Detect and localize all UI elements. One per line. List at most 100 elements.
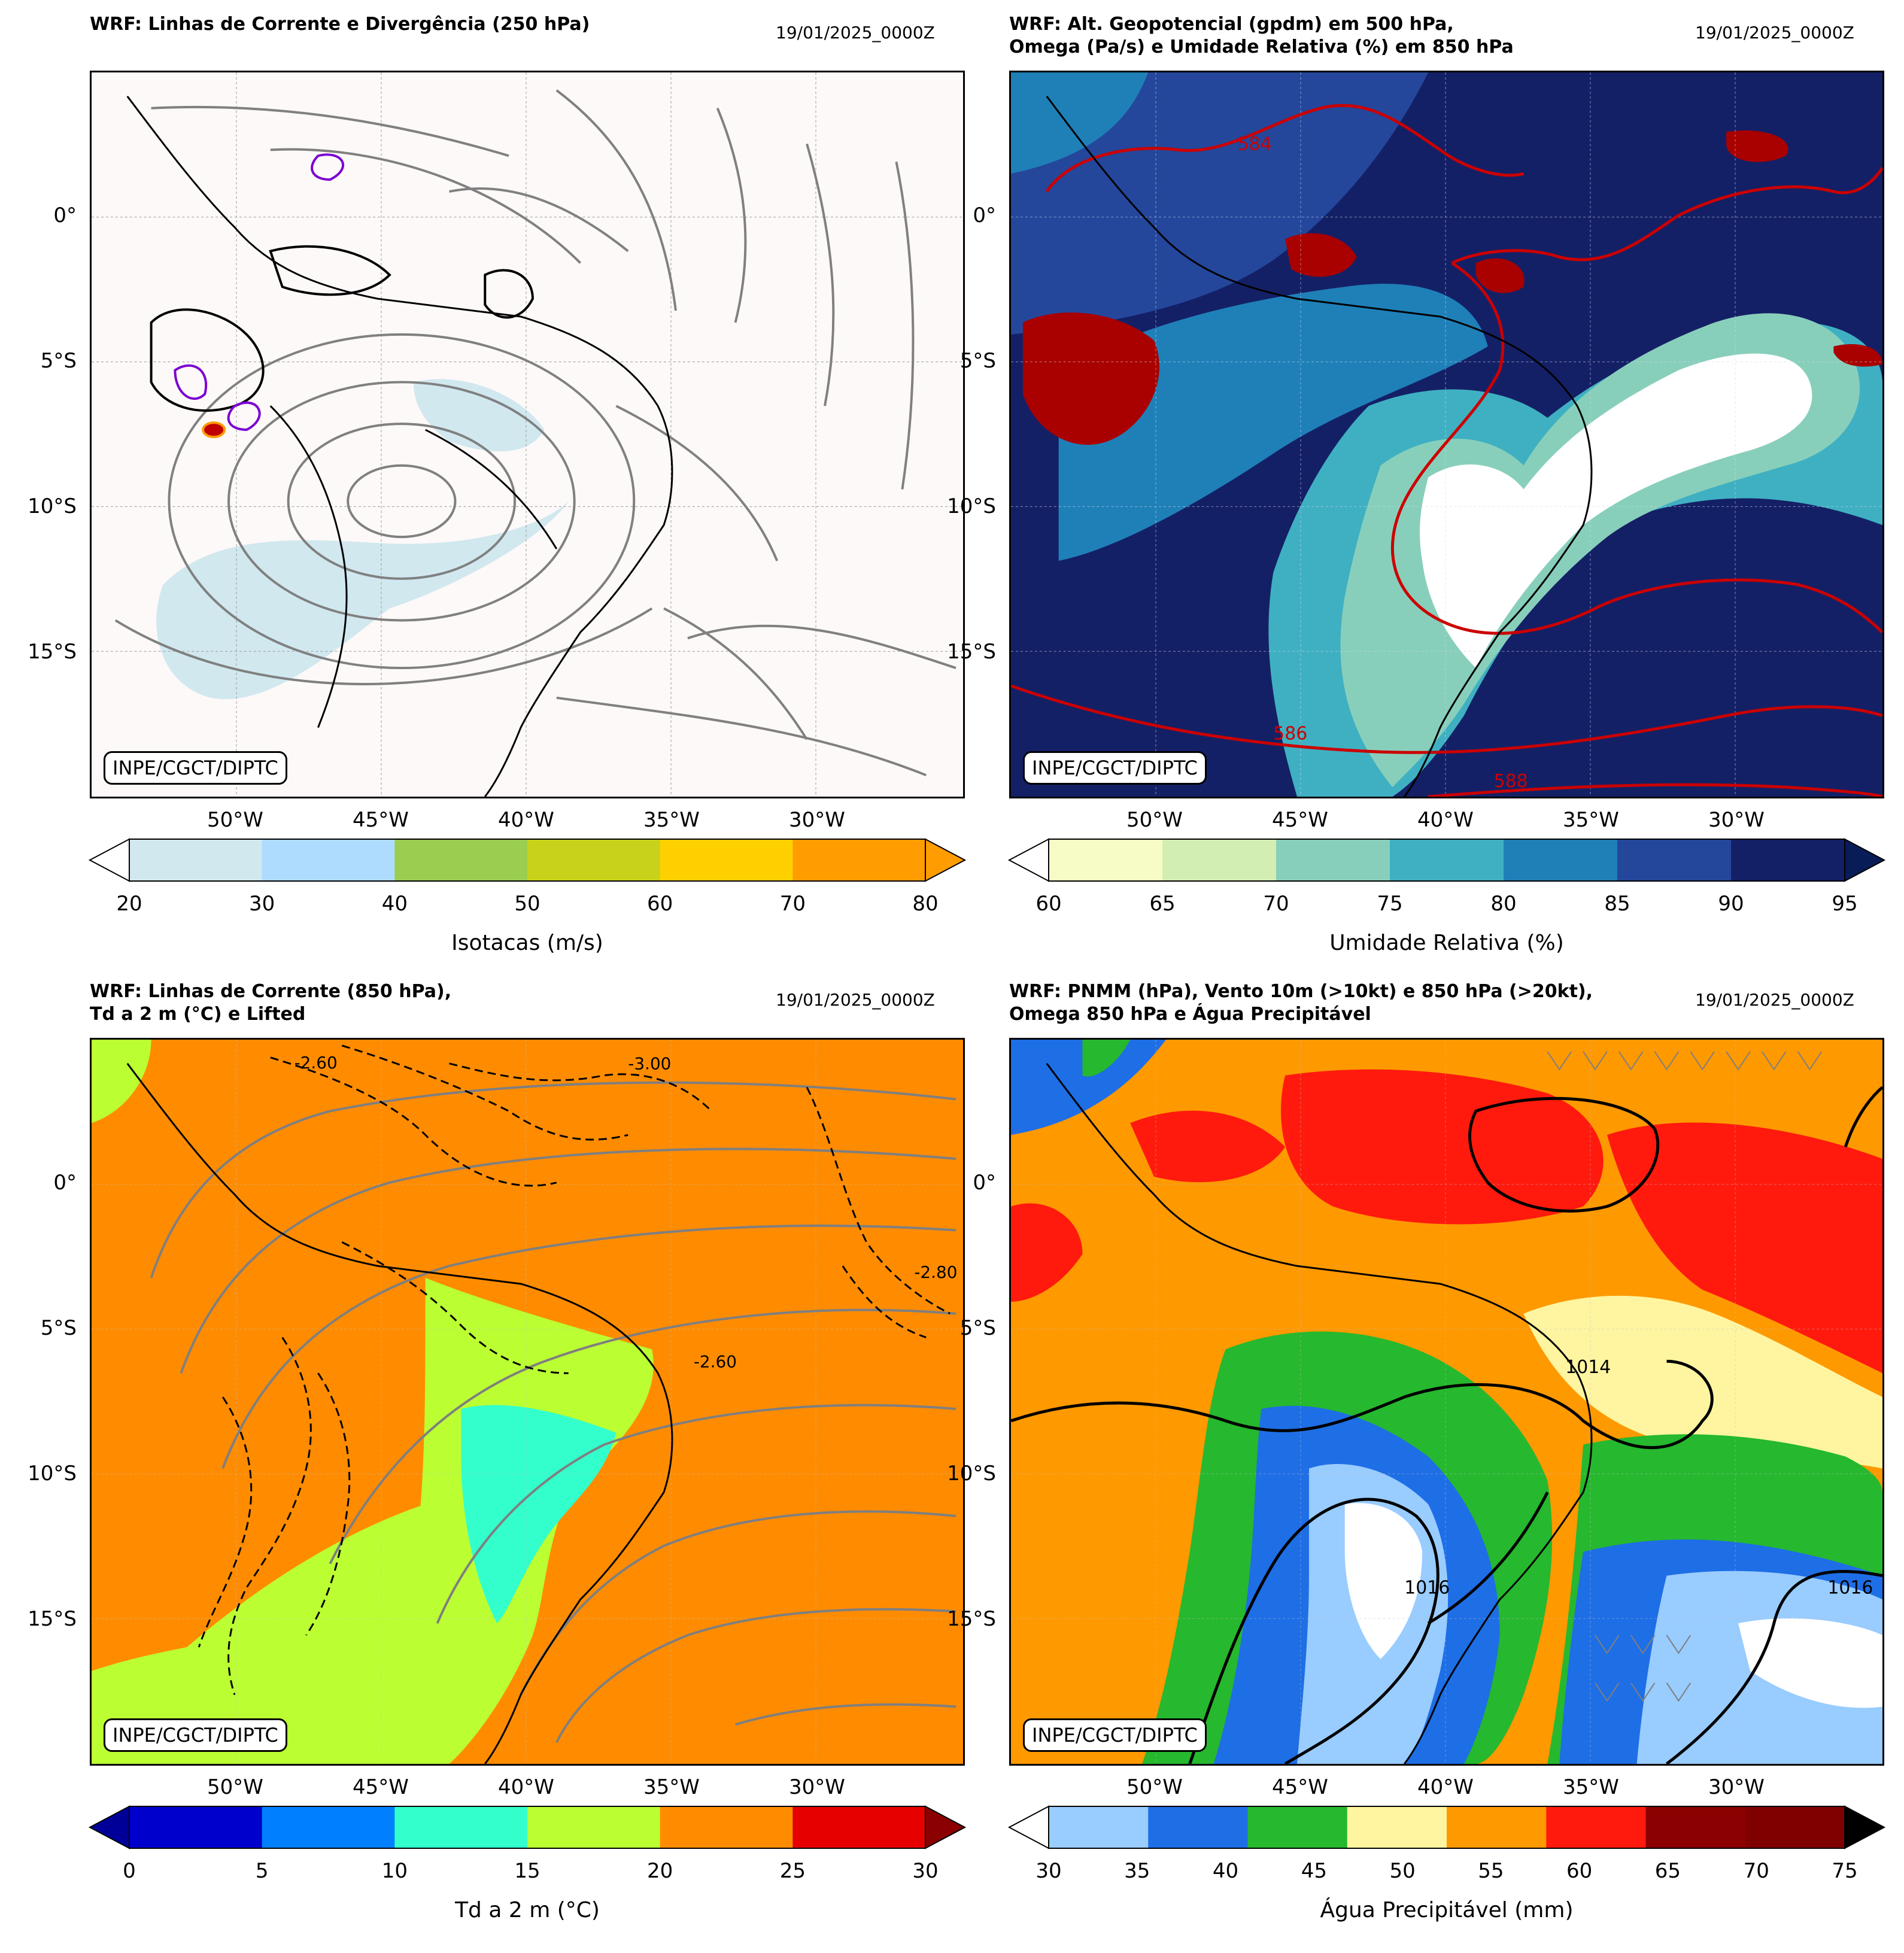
colorbar-segment: [660, 1806, 793, 1848]
geopotential-labels: 584 586 588: [1237, 133, 1528, 792]
contour-label-1014: 1014: [1565, 1357, 1611, 1378]
credit-badge: INPE/CGCT/DIPTC: [104, 751, 287, 785]
colorbar-frame: [129, 1806, 926, 1849]
colorbar-tick-label: 75: [1377, 892, 1403, 916]
colorbar-segment: [1504, 839, 1618, 881]
colorbar-tick-label: 50: [514, 892, 540, 916]
colorbar-segment: [1546, 1806, 1646, 1848]
colorbar-segment: [1645, 1806, 1746, 1848]
coastline: [126, 95, 673, 797]
colorbar-tick-label: 70: [779, 892, 806, 916]
divergence-contours: [150, 153, 534, 438]
colorbar-segment: [1162, 839, 1277, 881]
colorbar-tick-label: 0: [123, 1859, 136, 1883]
colorbar-segment: [1148, 1806, 1248, 1848]
colorbar-tick-label: 65: [1149, 892, 1176, 916]
panel-title: WRF: PNMM (hPa), Vento 10m (>10kt) e 850…: [1009, 981, 1593, 1025]
colorbar-tick-label: 5: [255, 1859, 269, 1883]
colorbar: [1007, 1805, 1886, 1849]
map-250hpa: INPE/CGCT/DIPTC: [90, 71, 965, 798]
isotach-shading: [156, 379, 569, 700]
colorbar-segment: [1745, 1806, 1845, 1848]
colorbar-tick-label: 80: [1490, 892, 1517, 916]
contour-label-a: -2.60: [294, 1053, 338, 1073]
map-850hpa: -2.60 -3.00 -2.60 -2.80 INPE/CGCT/DIPTC: [90, 1038, 965, 1766]
contour-label-b: -3.00: [628, 1054, 671, 1074]
colorbar-tick-label: 50: [1389, 1859, 1416, 1883]
colorbar-extend-high: [1844, 838, 1886, 882]
colorbar-tick-label: 35: [1124, 1859, 1150, 1883]
contour-label-c: -2.60: [694, 1351, 737, 1371]
colorbar-segment: [129, 839, 263, 881]
colorbar-label: Td a 2 m (°C): [455, 1898, 600, 1922]
colorbar-segment: [1247, 1806, 1348, 1848]
streamlines: [114, 89, 956, 777]
panel-pressure-precipitable-water: WRF: PNMM (hPa), Vento 10m (>10kt) e 850…: [919, 967, 1886, 1943]
colorbar-extend-low: [88, 1805, 130, 1849]
omega-red-fields: [1022, 130, 1882, 445]
colorbar-frame: [129, 839, 926, 882]
colorbar-segment: [1447, 1806, 1547, 1848]
colorbar-tick-label: 30: [249, 892, 275, 916]
contour-label-588: 588: [1494, 771, 1528, 792]
colorbar-segment: [1390, 839, 1504, 881]
colorbar-segment: [394, 1806, 528, 1848]
colorbar-segment: [262, 839, 395, 881]
colorbar-frame: [1048, 839, 1845, 882]
colorbar: [1007, 838, 1886, 882]
colorbar-tick-label: 30: [912, 1859, 939, 1883]
pressure-labels: 1014 1016 1016: [1404, 1357, 1873, 1598]
colorbar-extend-low: [1007, 838, 1049, 882]
panel-date: 19/01/2025_0000Z: [1695, 23, 1854, 42]
colorbar-tick-label: 15: [514, 1859, 540, 1883]
colorbar-segment: [1617, 839, 1732, 881]
panel-date: 19/01/2025_0000Z: [776, 23, 935, 42]
colorbar-tick-label: 80: [912, 892, 939, 916]
panel-title: WRF: Alt. Geopotencial (gpdm) em 500 hPa…: [1009, 14, 1514, 57]
colorbar: [88, 1805, 967, 1849]
gridlines: [1011, 1040, 1882, 1764]
panel-date: 19/01/2025_0000Z: [776, 990, 935, 1010]
colorbar-tick-label: 40: [381, 892, 408, 916]
gridlines: [1011, 72, 1882, 797]
colorbar-tick-label: 10: [381, 1859, 408, 1883]
colorbar-tick-label: 75: [1832, 1859, 1858, 1883]
colorbar-tick-label: 20: [647, 1859, 673, 1883]
geopotential-contours: [1011, 104, 1882, 797]
streamlines: [150, 1081, 956, 1744]
colorbar: [88, 838, 967, 882]
pressure-contours: [1011, 1086, 1882, 1764]
colorbar-tick-label: 30: [1035, 1859, 1062, 1883]
colorbar-label: Água Precipitável (mm): [1320, 1898, 1574, 1922]
panel-streamlines-850hpa: WRF: Linhas de Corrente (850 hPa), Td a …: [0, 967, 967, 1943]
contour-label-586: 586: [1273, 723, 1307, 744]
colorbar-segment: [792, 1806, 926, 1848]
coastline: [1046, 1062, 1593, 1764]
colorbar-segment: [792, 839, 926, 881]
colorbar-tick-label: 60: [647, 892, 673, 916]
colorbar-segment: [1731, 839, 1845, 881]
colorbar-frame: [1048, 1806, 1845, 1849]
colorbar-segment: [527, 839, 661, 881]
panel-streamlines-250hpa: WRF: Linhas de Corrente e Divergência (2…: [0, 0, 967, 976]
map-500hpa: 584 586 588 INPE/CGCT/DIPTC: [1009, 71, 1884, 798]
colorbar-label: Isotacas (m/s): [451, 931, 603, 955]
colorbar-tick-label: 90: [1718, 892, 1744, 916]
contour-label-1016-b: 1016: [1404, 1577, 1450, 1598]
humidity-fields: [1011, 72, 1882, 797]
colorbar-tick-label: 25: [779, 1859, 806, 1883]
colorbar-segment: [1276, 839, 1390, 881]
colorbar-segment: [1049, 1806, 1149, 1848]
colorbar-tick-label: 45: [1301, 1859, 1327, 1883]
panel-date: 19/01/2025_0000Z: [1695, 990, 1854, 1010]
colorbar-tick-label: 85: [1604, 892, 1630, 916]
precipitable-water-fields: [1011, 1040, 1882, 1764]
coastline: [1046, 95, 1593, 797]
colorbar-tick-label: 60: [1035, 892, 1062, 916]
contour-label-1016: 1016: [1827, 1577, 1873, 1598]
colorbar-tick-label: 60: [1566, 1859, 1593, 1883]
contour-label-584: 584: [1237, 133, 1271, 154]
panel-title: WRF: Linhas de Corrente (850 hPa), Td a …: [90, 981, 452, 1025]
colorbar-segment: [394, 839, 528, 881]
credit-badge: INPE/CGCT/DIPTC: [1023, 751, 1207, 785]
